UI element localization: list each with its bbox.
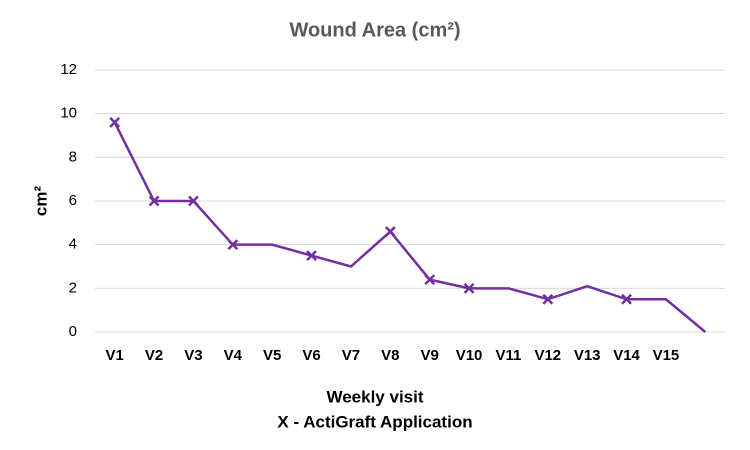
x-tick-label: V9 [421, 347, 439, 364]
x-tick-label: V14 [613, 347, 640, 364]
x-tick-label: V10 [456, 347, 483, 364]
y-tick-label: 0 [69, 323, 77, 340]
y-axis-label: cm² [31, 186, 50, 217]
data-marker [621, 293, 632, 305]
x-tick-label: V5 [263, 347, 281, 364]
x-tick-label: V2 [145, 347, 163, 364]
data-marker [227, 239, 239, 251]
x-axis-label: Weekly visit [326, 387, 423, 406]
data-marker [542, 293, 554, 305]
data-marker [463, 282, 475, 294]
x-tick-label: V12 [534, 347, 561, 364]
y-tick-label: 8 [69, 148, 77, 165]
x-tick-label: V15 [653, 347, 680, 364]
data-marker [148, 195, 160, 207]
data-marker [384, 226, 396, 237]
y-tick-label: 2 [69, 279, 77, 296]
chart-title: Wound Area (cm²) [289, 19, 460, 41]
x-tick-label: V11 [496, 347, 522, 364]
x-axis-label: X - ActiGraft Application [277, 412, 472, 431]
x-tick-label: V1 [106, 347, 124, 364]
y-tick-label: 12 [60, 61, 77, 78]
y-tick-label: 4 [69, 236, 77, 253]
data-marker [306, 250, 317, 261]
data-line [113, 121, 707, 333]
x-tick-label: V6 [302, 347, 320, 364]
x-tick-label: V13 [574, 347, 601, 364]
y-tick-label: 10 [60, 105, 77, 122]
x-tick-label: V7 [342, 347, 360, 364]
data-marker [188, 195, 199, 207]
x-tick-label: V8 [381, 347, 399, 364]
data-marker [424, 274, 436, 285]
x-tick-label: V3 [184, 347, 202, 364]
y-tick-label: 6 [69, 192, 77, 209]
data-marker [109, 117, 121, 128]
x-tick-label: V4 [224, 347, 243, 364]
